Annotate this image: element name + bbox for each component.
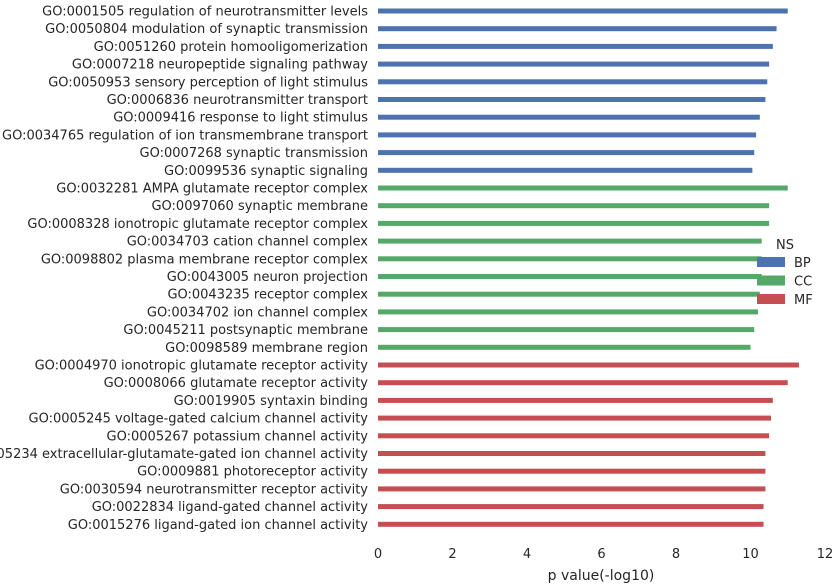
legend-swatch-cc <box>757 275 785 286</box>
bar-mf <box>378 451 766 456</box>
category-label: GO:0098802 plasma membrane receptor comp… <box>41 252 368 267</box>
bar-mf <box>378 397 773 403</box>
bar-bp <box>378 79 768 85</box>
x-tick-label: 4 <box>523 547 531 562</box>
x-tick-label: 6 <box>597 547 605 562</box>
legend-label-mf: MF <box>794 293 813 308</box>
category-label: GO:0045211 postsynaptic membrane <box>123 323 368 338</box>
category-label: GO:0032281 AMPA glutamate receptor compl… <box>56 182 368 197</box>
bar-bp <box>378 114 760 120</box>
category-label: GO:0009416 response to light stimulus <box>113 111 368 126</box>
category-label: GO:0005234 extracellular-glutamate-gated… <box>0 447 368 462</box>
bar-cc <box>378 185 788 191</box>
bar-mf <box>378 433 770 439</box>
bar-bp <box>378 97 766 102</box>
category-label: GO:0034765 regulation of ion transmembra… <box>2 128 368 143</box>
category-label: GO:0005267 potassium channel activity <box>107 429 369 444</box>
category-label: GO:0034703 cation channel complex <box>127 235 369 250</box>
category-label: GO:0022834 ligand-gated channel activity <box>92 500 369 515</box>
category-label: GO:0008066 glutamate receptor activity <box>104 376 369 391</box>
bar-bp <box>378 26 777 32</box>
bar-cc <box>378 203 770 209</box>
bar-mf <box>378 468 766 474</box>
bar-mf <box>378 415 771 421</box>
bar-mf <box>378 521 764 527</box>
category-label: GO:0099536 synaptic signaling <box>164 164 368 179</box>
bar-bp <box>378 8 788 14</box>
legend-swatch-mf <box>757 294 785 304</box>
category-label: GO:0030594 neurotransmitter receptor act… <box>60 482 369 497</box>
bar-bp <box>378 150 755 156</box>
category-label: GO:0043235 receptor complex <box>167 288 368 303</box>
bar-mf <box>378 504 764 510</box>
bar-bp <box>378 132 757 138</box>
category-label: GO:0007268 synaptic transmission <box>140 146 368 161</box>
x-axis-ticks: 0 2 4 6 8 10 12 <box>374 547 833 562</box>
bar-cc <box>378 274 762 279</box>
legend-label-cc: CC <box>794 275 812 290</box>
bar-mf <box>378 486 766 492</box>
category-label: GO:0006836 neurotransmitter transport <box>107 93 368 108</box>
bar-cc <box>378 344 751 350</box>
x-tick-label: 0 <box>374 547 382 562</box>
category-label: GO:0051260 protein homooligomerization <box>94 40 368 55</box>
x-axis-label: p value(-log10) <box>548 568 655 584</box>
bar-cc <box>378 256 762 262</box>
x-tick-label: 12 <box>817 547 834 562</box>
x-tick-label: 2 <box>448 547 456 562</box>
bar-cc <box>378 220 770 226</box>
category-label: GO:0008328 ionotropic glutamate receptor… <box>27 217 368 232</box>
category-label: GO:0097060 synaptic membrane <box>151 199 368 214</box>
bar-mf <box>378 380 788 386</box>
category-label: GO:0005245 voltage-gated calcium channel… <box>29 412 369 427</box>
category-labels: GO:0001505 regulation of neurotransmitte… <box>0 5 368 533</box>
category-label: GO:0043005 neuron projection <box>167 270 368 285</box>
bar-bp <box>378 61 770 67</box>
category-label: GO:0001505 regulation of neurotransmitte… <box>42 5 368 20</box>
bars-layer <box>378 8 799 527</box>
bar-cc <box>378 291 760 297</box>
legend-swatch-bp <box>757 257 785 267</box>
category-label: GO:0050804 modulation of synaptic transm… <box>45 22 368 37</box>
category-label: GO:0050953 sensory perception of light s… <box>48 75 368 90</box>
category-label: GO:0015276 ligand-gated ion channel acti… <box>68 518 369 533</box>
bar-cc <box>378 327 755 333</box>
bar-cc <box>378 238 762 244</box>
category-label: GO:0098589 membrane region <box>165 341 368 356</box>
x-tick-label: 10 <box>742 547 759 562</box>
legend-title: NS <box>776 238 794 253</box>
category-label: GO:0004970 ionotropic glutamate receptor… <box>35 359 369 374</box>
bar-bp <box>378 167 753 173</box>
category-label: GO:0034702 ion channel complex <box>147 305 368 320</box>
bar-mf <box>378 362 799 368</box>
legend-label-bp: BP <box>794 256 811 271</box>
category-label: GO:0007218 neuropeptide signaling pathwa… <box>72 58 368 73</box>
x-tick-label: 8 <box>672 547 680 562</box>
bar-cc <box>378 309 758 315</box>
bar-bp <box>378 43 773 49</box>
category-label: GO:0009881 photoreceptor activity <box>137 465 368 480</box>
category-label: GO:0019905 syntaxin binding <box>174 394 368 409</box>
